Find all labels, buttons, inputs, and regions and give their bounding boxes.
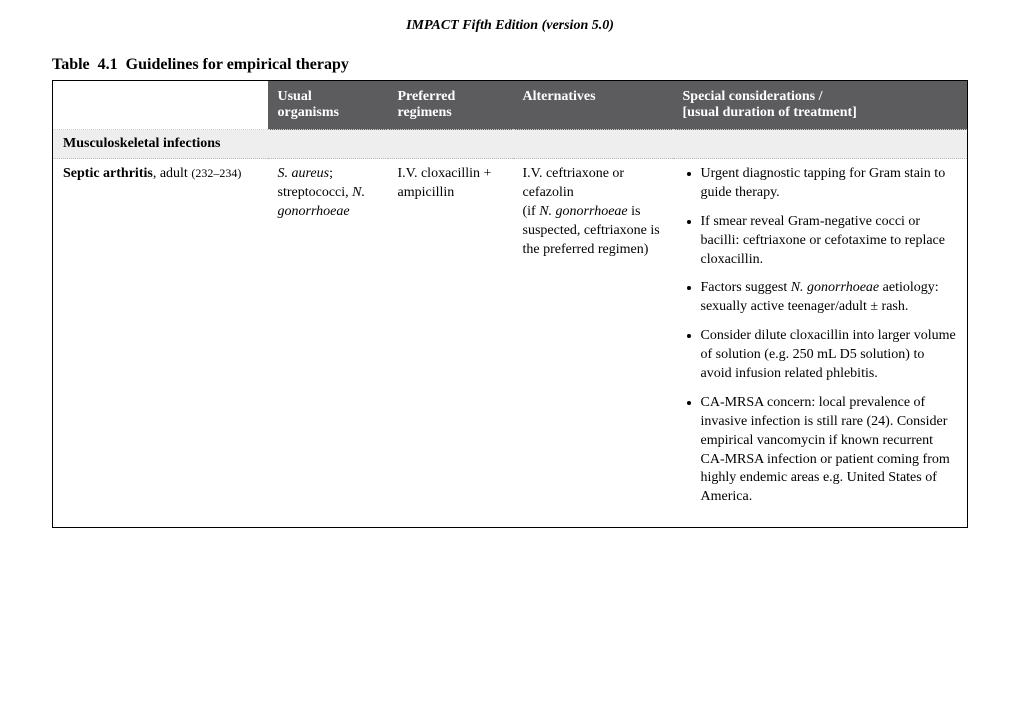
alt-text: I.V. ceftriaxone or cefazolin <box>523 166 625 200</box>
bullet-text: Factors suggest <box>701 280 791 295</box>
header-cell-condition <box>53 81 268 130</box>
section-row: Musculoskeletal infections <box>53 130 968 159</box>
condition-suffix: , adult <box>153 166 188 181</box>
special-bullets: Urgent diagnostic tapping for Gram stain… <box>683 165 958 507</box>
header-text: [usual duration of treatment] <box>683 105 857 120</box>
table-header-row: Usual organisms Preferred regimens Alter… <box>53 81 968 130</box>
table-title: Table 4.1 Guidelines for empirical thera… <box>52 56 968 74</box>
list-item: Factors suggest N. gonorrhoeae aetiology… <box>701 279 958 317</box>
bullet-text: N. gonorrhoeae <box>791 280 879 295</box>
header-text: Special considerations / <box>683 89 823 104</box>
header-cell-alternatives: Alternatives <box>513 81 673 130</box>
header-text: regimens <box>398 105 452 120</box>
cell-special: Urgent diagnostic tapping for Gram stain… <box>673 159 968 528</box>
cell-preferred: I.V. cloxacillin + ampicillin <box>388 159 513 528</box>
header-cell-preferred: Preferred regimens <box>388 81 513 130</box>
cell-condition: Septic arthritis, adult (232–234) <box>53 159 268 528</box>
list-item: CA-MRSA concern: local prevalence of inv… <box>701 394 958 507</box>
header-text: Preferred <box>398 89 456 104</box>
header-text: Alternatives <box>523 89 596 104</box>
condition-ref: (232–234) <box>191 166 241 180</box>
header-cell-special: Special considerations / [usual duration… <box>673 81 968 130</box>
cell-organisms: S. aureus; streptococci, N. gonorrhoeae <box>268 159 388 528</box>
cell-alternatives: I.V. ceftriaxone or cefazolin (if N. gon… <box>513 159 673 528</box>
section-cell: Musculoskeletal infections <box>53 130 968 159</box>
table-row: Septic arthritis, adult (232–234) S. aur… <box>53 159 968 528</box>
organism-text: streptococci, <box>278 185 353 200</box>
alt-text: (if <box>523 204 540 219</box>
organism-text: ; <box>329 166 333 181</box>
condition-name: Septic arthritis <box>63 166 153 181</box>
alt-text: N. gonorrhoeae <box>539 204 627 219</box>
header-text: Usual <box>278 89 312 104</box>
list-item: Consider dilute cloxacillin into larger … <box>701 327 958 384</box>
header-text: organisms <box>278 105 339 120</box>
list-item: If smear reveal Gram-negative cocci or b… <box>701 213 958 270</box>
doc-header: IMPACT Fifth Edition (version 5.0) <box>52 18 968 34</box>
list-item: Urgent diagnostic tapping for Gram stain… <box>701 165 958 203</box>
preferred-text: I.V. cloxacillin + ampicillin <box>398 166 492 200</box>
header-cell-organisms: Usual organisms <box>268 81 388 130</box>
organism-text: S. aureus <box>278 166 330 181</box>
guidelines-table: Usual organisms Preferred regimens Alter… <box>52 80 968 528</box>
